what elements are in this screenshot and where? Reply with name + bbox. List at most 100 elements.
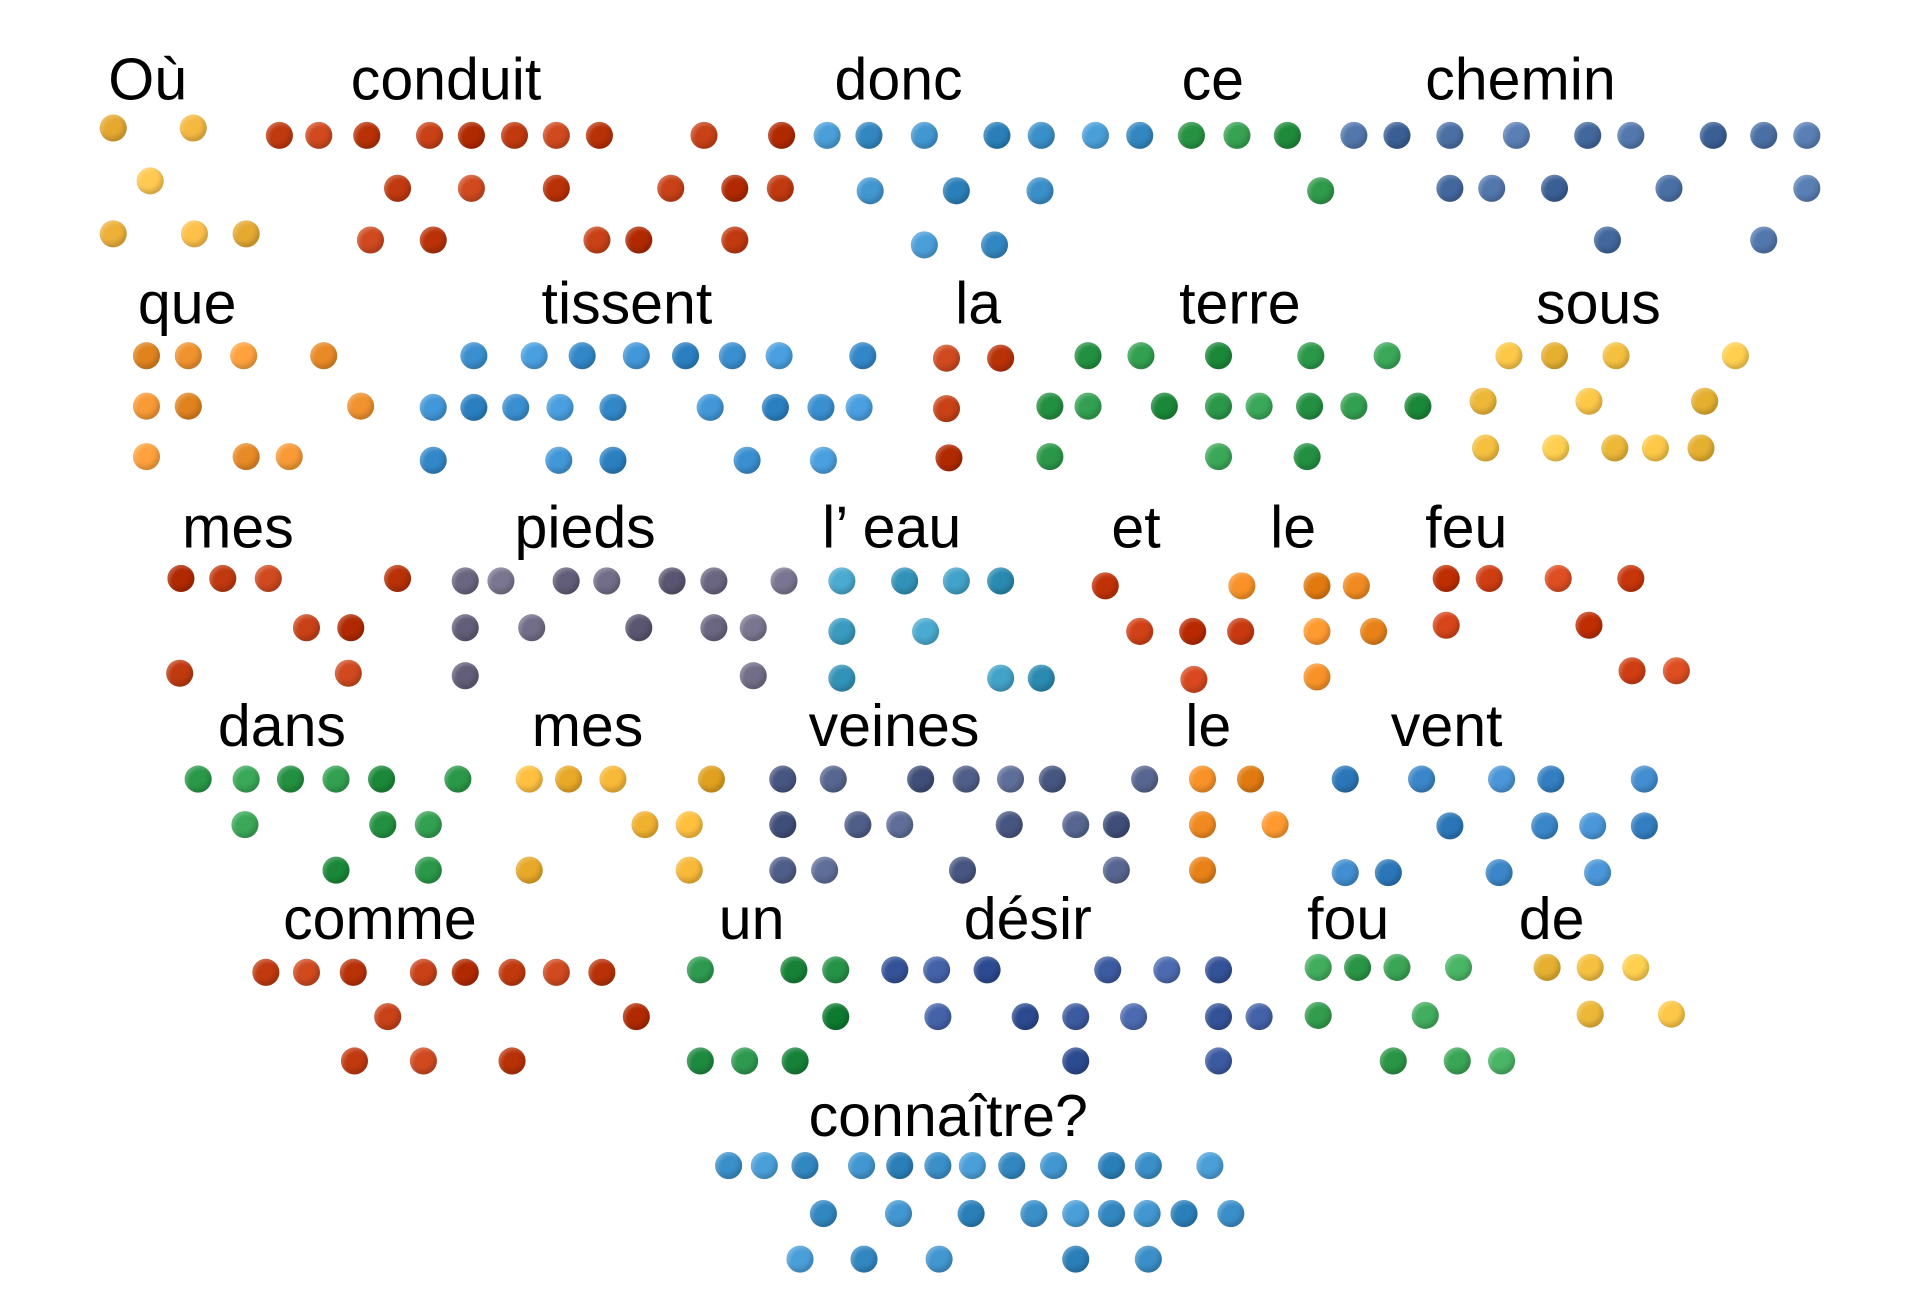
stamp-dot [770, 567, 798, 595]
stamp-dot [1228, 572, 1256, 600]
stamp-dot [460, 393, 488, 421]
stamp-dot [451, 958, 479, 986]
stamp-dot [721, 226, 749, 254]
stamp-dot [1026, 177, 1054, 205]
poem-word: donc [834, 48, 963, 114]
stamp-dot [1537, 765, 1565, 793]
stamp-dot [1383, 121, 1411, 149]
stamp-dot [1721, 342, 1749, 370]
stamp-dot [1126, 617, 1154, 645]
stamp-dot [672, 342, 700, 370]
stamp-dot [675, 811, 703, 839]
stamp-dot [132, 392, 161, 420]
stamp-dot [374, 1003, 402, 1031]
stamp-dot [1340, 392, 1368, 420]
stamp-dot [1236, 765, 1265, 793]
stamp-dot [593, 567, 621, 595]
stamp-dot [942, 177, 970, 205]
stamp-dot [1204, 342, 1233, 370]
stamp-dot [1617, 121, 1645, 149]
stamp-dot [353, 121, 381, 149]
stamp-dot [322, 856, 350, 884]
stamp-dot [1204, 443, 1233, 471]
stamp-dot [973, 956, 1001, 984]
stamp-dot [451, 614, 479, 642]
poem-word: mes [182, 496, 294, 562]
poem-word: vent [1390, 694, 1503, 760]
stamp-dot [1091, 572, 1119, 600]
stamp-dot [697, 765, 725, 793]
stamp-dot [935, 444, 963, 472]
stamp-dot [254, 564, 282, 593]
stamp-dot [891, 567, 919, 595]
stamp-dot [180, 220, 209, 248]
stamp-dot [1575, 611, 1603, 639]
stamp-dot [942, 567, 970, 595]
stamp-dot [542, 174, 570, 202]
poem-word: et [1111, 496, 1161, 562]
stamp-dot [700, 614, 728, 642]
stamp-dot [721, 174, 749, 202]
stamp-dot [292, 614, 321, 642]
stamp-dot [1404, 392, 1432, 420]
stamp-dot [1223, 121, 1251, 149]
stamp-dot [1020, 1200, 1048, 1228]
stamp-dot [910, 121, 938, 149]
poem-word: mes [531, 694, 644, 760]
stamp-dot [356, 226, 385, 254]
stamp-dot [1750, 121, 1778, 149]
stamp-dot [1443, 1047, 1471, 1075]
stamp-dot [419, 393, 447, 421]
stamp-dot [1576, 953, 1604, 981]
stamp-dot [1036, 392, 1064, 420]
stamp-dot [1436, 121, 1464, 149]
stamp-dot [518, 614, 546, 642]
stamp-dot [739, 662, 767, 690]
stamp-dot [1495, 342, 1523, 370]
stamp-dot [1641, 434, 1669, 462]
stamp-dot [1593, 226, 1621, 254]
stamp-dot [1134, 1152, 1162, 1180]
stamp-dot [625, 614, 653, 642]
stamp-dot [910, 231, 938, 259]
stamp-dot [275, 443, 303, 471]
stamp-dot [768, 121, 796, 149]
stamp-dot [545, 446, 573, 474]
stamp-dot [761, 393, 789, 421]
stamp-dot [167, 564, 195, 593]
stamp-dot [1432, 611, 1460, 639]
stamp-dot [998, 1152, 1026, 1180]
stamp-dot [1188, 856, 1217, 884]
stamp-dot [807, 393, 835, 421]
stamp-dot [995, 811, 1023, 839]
stamp-dot [1478, 174, 1506, 202]
stamp-dot [1574, 121, 1602, 149]
stamp-dot [1038, 765, 1066, 793]
stamp-dot [1601, 434, 1629, 462]
stamp-dot [1297, 342, 1325, 370]
stamp-dot [1062, 1003, 1090, 1031]
stamp-dot [696, 393, 724, 421]
stamp-dot [1204, 956, 1233, 984]
poem-word: comme [283, 887, 477, 953]
stamp-dot [1177, 121, 1205, 149]
stamp-dot [809, 446, 837, 474]
stamp-dot [369, 811, 397, 839]
stamp-dot [769, 856, 797, 884]
stamp-dot [952, 765, 980, 793]
stamp-dot [923, 956, 951, 984]
poem-word: fou [1307, 887, 1390, 953]
stamp-dot [1657, 1000, 1685, 1028]
stamp-dot [987, 567, 1015, 595]
stamp-dot [174, 342, 202, 370]
stamp-dot [599, 393, 627, 421]
stamp-dot [733, 446, 761, 474]
stamp-dot [819, 765, 847, 793]
stamp-dot [1531, 812, 1559, 840]
stamp-dot [1196, 1152, 1224, 1180]
stamp-dot [1097, 1200, 1125, 1228]
stamp-dot [718, 342, 746, 370]
stamp-dot [948, 856, 977, 884]
stamp-dot [1062, 811, 1090, 839]
stamp-dot [340, 1047, 369, 1075]
